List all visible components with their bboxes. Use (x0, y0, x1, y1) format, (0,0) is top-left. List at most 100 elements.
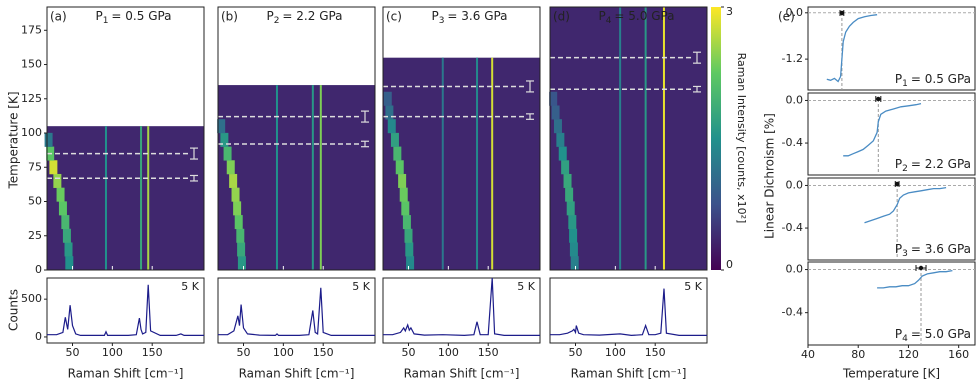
y-tick-label: 0.0 (786, 178, 804, 191)
x-tick-label: 160 (948, 348, 969, 361)
plot-frame (217, 277, 376, 344)
soft-mode-cell (549, 91, 558, 106)
phonon-line (662, 7, 665, 270)
soft-mode-cell (563, 173, 572, 188)
error-bar (526, 113, 534, 120)
pressure-text: = 5.0 GPa (614, 9, 674, 23)
pressure-text: = 2.2 GPa (911, 157, 971, 171)
soft-mode-cell (53, 173, 62, 188)
soft-mode-cell (570, 256, 579, 271)
soft-mode-cell (569, 228, 578, 243)
error-bar (190, 147, 198, 160)
soft-mode-cell (233, 201, 242, 216)
soft-mode-cell (49, 160, 58, 175)
x-tick-label: 150 (478, 346, 499, 359)
plot-frame (382, 277, 541, 344)
plot-frame (217, 6, 376, 271)
pressure-symbol: P (895, 157, 902, 171)
x-tick-label: 120 (898, 348, 919, 361)
x-tick-label: 80 (851, 348, 865, 361)
pressure-symbol: P (95, 9, 102, 23)
pressure-symbol: P (895, 242, 902, 256)
pressure-symbol: P (895, 72, 902, 86)
pressure-symbol: P (266, 9, 273, 23)
soft-mode-cell (558, 146, 567, 161)
pressure-text: = 0.5 GPa (911, 72, 971, 86)
soft-mode-cell (217, 119, 226, 134)
error-bar (361, 140, 369, 148)
pressure-label: P4 = 5.0 GPa (895, 327, 971, 344)
y-axis-label: Linear Dichroism [%] (763, 113, 777, 239)
y-tick-label: 75 (28, 160, 42, 173)
pressure-symbol: P (895, 327, 902, 341)
phonon-line (491, 57, 494, 270)
soft-mode-cell (223, 146, 232, 161)
soft-mode-cell (229, 173, 238, 188)
x-tick-label: 100 (605, 346, 626, 359)
spectrum-line (218, 287, 375, 337)
pressure-index: 4 (902, 334, 908, 344)
transition-marker (918, 265, 924, 271)
phonon-line (476, 57, 479, 270)
pressure-index: 4 (606, 16, 612, 26)
x-tick-label: 100 (438, 346, 459, 359)
soft-mode-cell (402, 215, 411, 230)
pressure-label: P2 = 2.2 GPa (266, 9, 342, 26)
plot-frame (807, 177, 976, 261)
plot-frame (46, 6, 205, 271)
heatmap-background (47, 126, 204, 270)
spectrum-line (550, 288, 707, 337)
panel-label: (d) (553, 10, 570, 24)
phonon-line (441, 57, 444, 270)
plot-frame (807, 261, 976, 346)
plot-frame (807, 92, 976, 176)
annotation: 5 K (517, 280, 535, 293)
soft-mode-cell (566, 201, 575, 216)
plot-frame (807, 6, 976, 91)
pressure-label: P3 = 3.6 GPa (895, 242, 971, 259)
dichroism-line (843, 102, 922, 157)
y-tick-label: 0.0 (786, 93, 804, 106)
x-tick-label: 50 (66, 346, 80, 359)
error-bar (526, 80, 534, 93)
y-tick-label: 500 (21, 292, 42, 305)
pressure-label: P2 = 2.2 GPa (895, 157, 971, 174)
transition-marker (876, 96, 881, 102)
pressure-symbol: P (598, 9, 605, 23)
pressure-text: = 3.6 GPa (447, 9, 507, 23)
soft-mode-cell (401, 201, 410, 216)
soft-mode-cell (226, 160, 235, 175)
soft-mode-cell (551, 105, 560, 120)
x-axis-label: Raman Shift [cm⁻¹] (571, 367, 687, 381)
spectrum-line (47, 284, 204, 336)
soft-mode-cell (220, 132, 229, 147)
x-tick-label: 50 (402, 346, 416, 359)
dichroism-line (826, 14, 878, 83)
y-axis-label: Counts (7, 289, 21, 331)
pressure-label: P1 = 0.5 GPa (895, 72, 971, 89)
y-tick-label: -0.4 (782, 221, 803, 234)
y-tick-label: 0.0 (786, 263, 804, 276)
x-axis-label: Raman Shift [cm⁻¹] (404, 367, 520, 381)
soft-mode-cell (234, 215, 243, 230)
y-axis-label: Temperature [K] (7, 91, 21, 189)
x-tick-label: 150 (142, 346, 163, 359)
soft-mode-cell (553, 119, 562, 134)
soft-mode-cell (236, 228, 245, 243)
error-bar (361, 110, 369, 123)
y-tick-label: 100 (21, 126, 42, 139)
y-tick-label: 175 (21, 23, 42, 36)
x-axis-label: Temperature [K] (842, 367, 940, 381)
y-tick-label: 50 (28, 195, 42, 208)
pressure-label: P1 = 0.5 GPa (95, 9, 171, 26)
soft-mode-cell (56, 187, 65, 202)
phonon-line (275, 85, 278, 270)
soft-mode-cell (568, 215, 577, 230)
pressure-index: 3 (439, 16, 445, 26)
y-tick-label: 0 (35, 263, 42, 276)
soft-mode-cell (399, 187, 408, 202)
x-tick-label: 50 (237, 346, 251, 359)
y-tick-label: 150 (21, 58, 42, 71)
dichroism-line (864, 186, 947, 224)
y-tick-label: 0.0 (786, 6, 804, 19)
